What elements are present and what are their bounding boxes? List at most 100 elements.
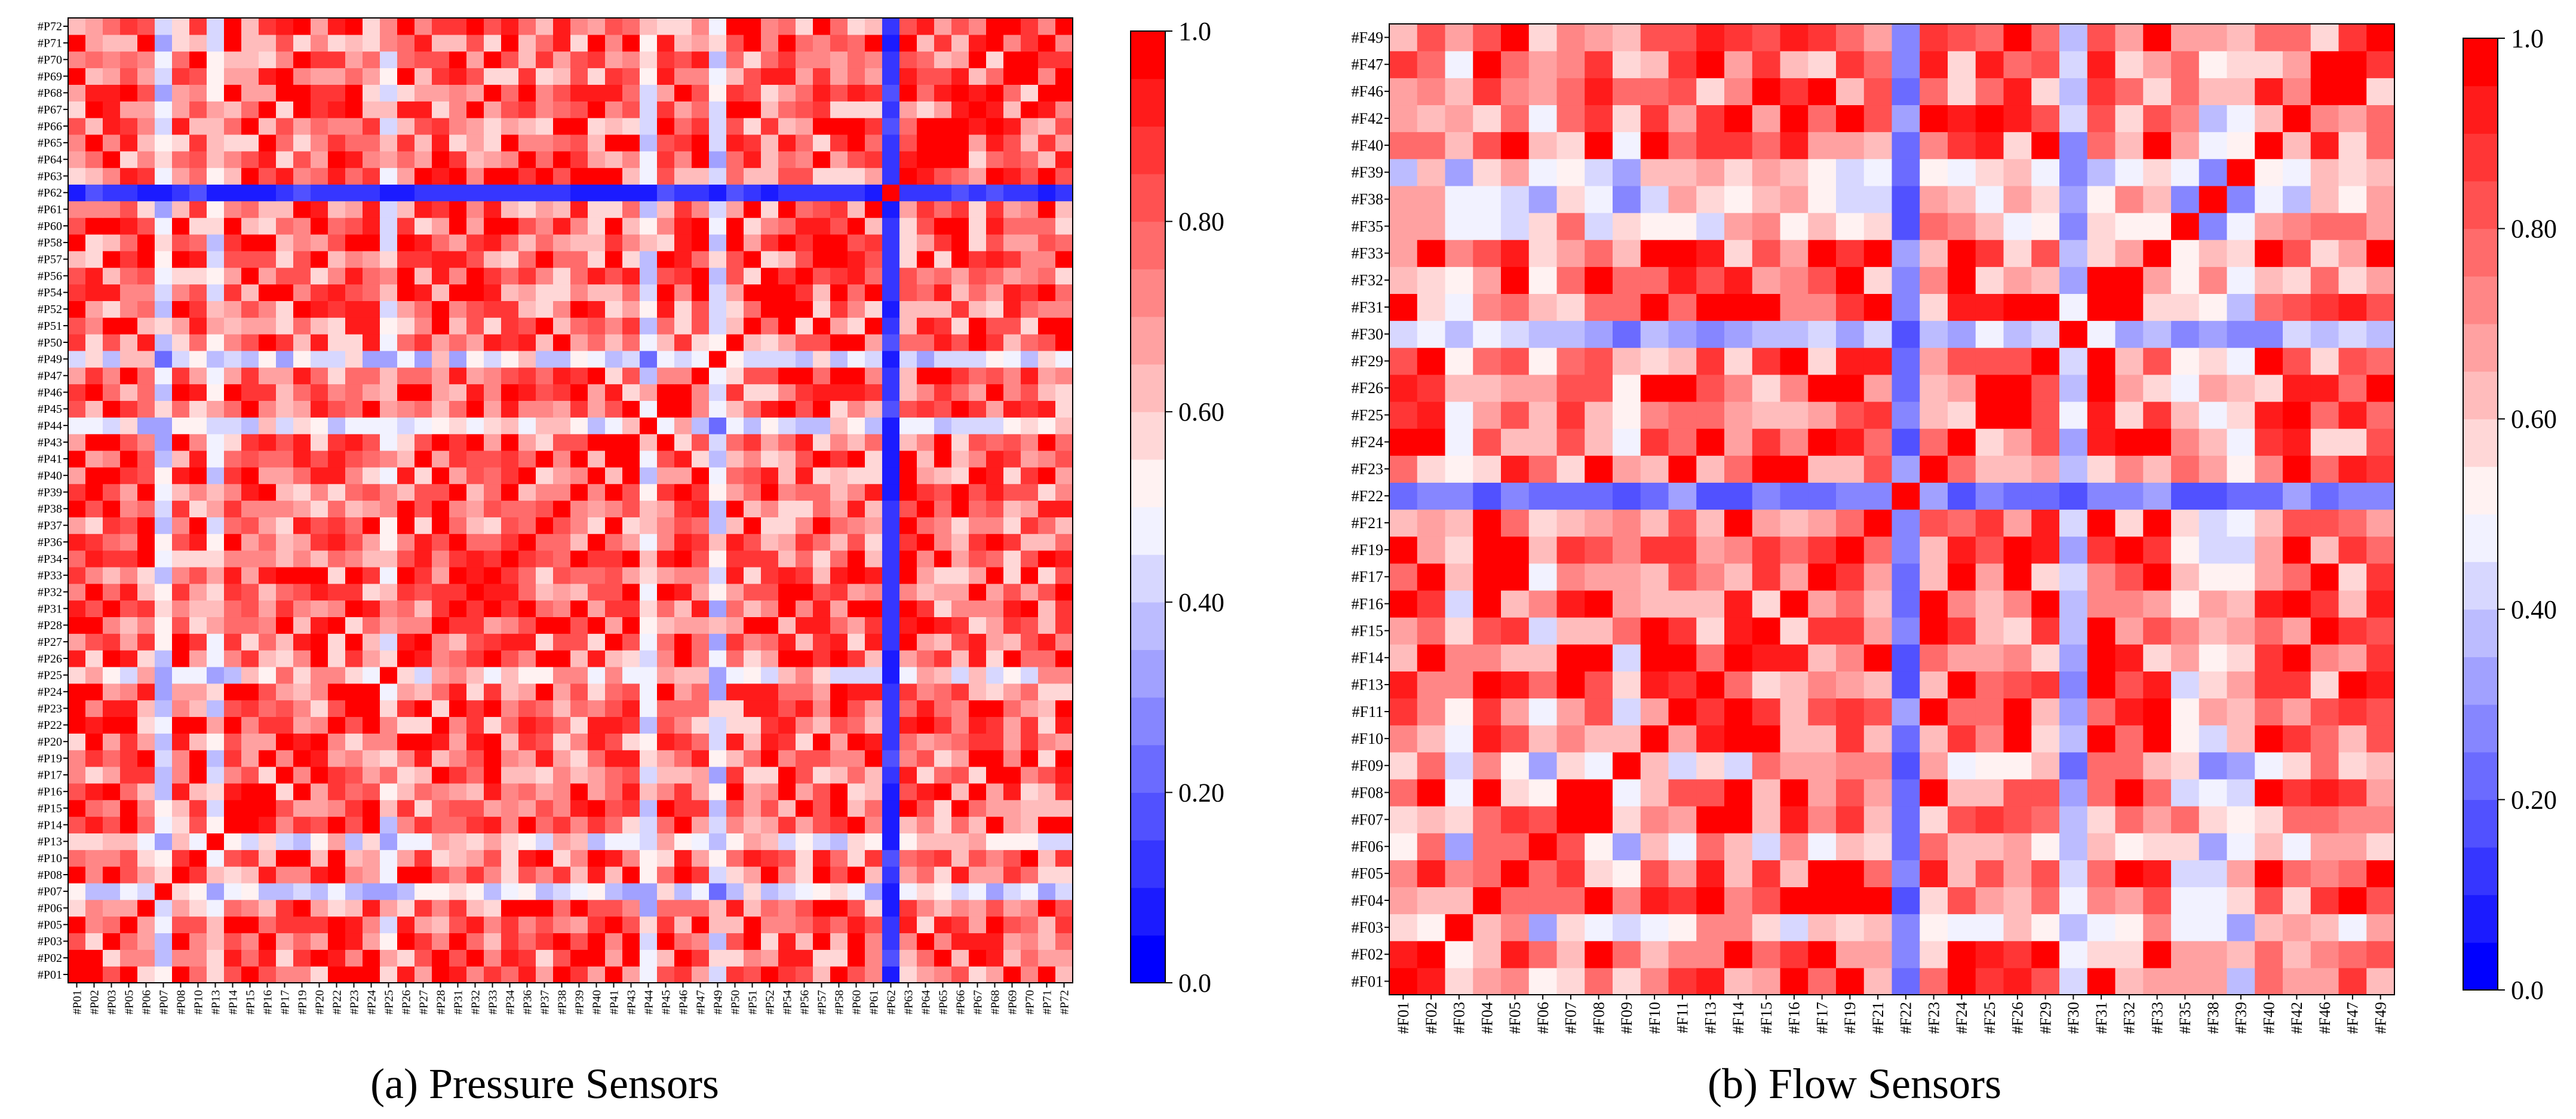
heatmap-cell — [1863, 78, 1893, 106]
heatmap-cell — [155, 367, 173, 385]
heatmap-cell — [415, 700, 432, 718]
heatmap-cell — [744, 633, 762, 651]
heatmap-cell — [484, 68, 502, 85]
heatmap-cell — [259, 434, 277, 451]
heatmap-cell — [830, 334, 848, 351]
heatmap-cell — [674, 500, 692, 517]
heatmap-cell — [501, 966, 519, 983]
heatmap-cell — [1038, 617, 1056, 634]
heatmap-cell — [397, 949, 415, 967]
heatmap-cell — [588, 317, 606, 335]
heatmap-cell — [553, 534, 571, 551]
heatmap-cell — [415, 816, 432, 833]
heatmap-cell — [1021, 550, 1039, 568]
heatmap-cell — [1417, 725, 1446, 753]
heatmap-cell — [1003, 733, 1021, 750]
heatmap-cell — [1003, 167, 1021, 185]
heatmap-cell — [1389, 131, 1418, 160]
heatmap-cell — [934, 434, 952, 451]
heatmap-cell — [189, 666, 207, 684]
heatmap-cell — [692, 617, 710, 634]
heatmap-cell — [68, 650, 86, 667]
heatmap-cell — [570, 534, 588, 551]
heatmap-cell — [778, 68, 796, 85]
heatmap-cell — [85, 34, 103, 52]
heatmap-cell — [657, 550, 675, 568]
heatmap-cell — [85, 267, 103, 285]
heatmap-cell — [2087, 833, 2116, 860]
heatmap-cell — [969, 583, 987, 601]
heatmap-cell — [207, 949, 225, 967]
heatmap-cell — [484, 783, 502, 801]
heatmap-cell — [207, 650, 225, 667]
heatmap-cell — [640, 84, 658, 102]
heatmap-cell — [796, 284, 813, 301]
heatmap-cell — [570, 650, 588, 667]
heatmap-cell — [2171, 105, 2200, 133]
heatmap-cell — [259, 650, 277, 667]
heatmap-cell — [605, 716, 623, 734]
heatmap-cell — [2255, 428, 2283, 456]
heatmap-cell — [726, 850, 744, 867]
heatmap-cell — [1668, 671, 1697, 699]
heatmap-cell — [726, 899, 744, 917]
heatmap-cell — [1668, 428, 1697, 456]
heatmap-cell — [692, 467, 710, 485]
heatmap-cell — [2115, 860, 2144, 888]
heatmap-cell — [276, 350, 294, 368]
heatmap-cell — [137, 683, 155, 701]
heatmap-cell — [674, 733, 692, 750]
heatmap-cell — [813, 550, 831, 568]
heatmap-cell — [986, 700, 1004, 718]
heatmap-cell — [328, 700, 346, 718]
heatmap-cell — [917, 434, 935, 451]
heatmap-cell — [726, 700, 744, 718]
heatmap-cell — [865, 51, 883, 69]
heatmap-cell — [848, 683, 865, 701]
heatmap-cell — [917, 617, 935, 634]
heatmap-cell — [1038, 400, 1056, 418]
heatmap-cell — [293, 467, 311, 485]
heatmap-cell — [137, 700, 155, 718]
heatmap-cell — [380, 284, 398, 301]
heatmap-cell — [2171, 347, 2200, 375]
heatmap-cell — [311, 816, 328, 833]
heatmap-cell — [726, 134, 744, 152]
heatmap-cell — [466, 899, 484, 917]
heatmap-cell — [553, 134, 571, 152]
heatmap-cell — [882, 250, 900, 268]
heatmap-cell — [1836, 401, 1865, 429]
heatmap-cell — [761, 949, 779, 967]
heatmap-cell — [415, 683, 432, 701]
heatmap-cell — [917, 151, 935, 168]
heatmap-cell — [692, 201, 710, 218]
heatmap-cell — [1975, 374, 2004, 402]
heatmap-cell — [345, 882, 363, 900]
heatmap-cell — [1556, 482, 1585, 510]
heatmap-cell — [951, 101, 969, 118]
heatmap-cell — [466, 733, 484, 750]
heatmap-cell — [674, 716, 692, 734]
heatmap-cell — [1752, 967, 1781, 995]
heatmap-cell — [432, 866, 450, 884]
heatmap-cell — [1021, 783, 1039, 801]
heatmap-cell — [2059, 778, 2088, 807]
heatmap-cell — [1724, 320, 1753, 348]
heatmap-cell — [917, 534, 935, 551]
heatmap-cell — [570, 350, 588, 368]
heatmap-cell — [103, 683, 121, 701]
heatmap-cell — [709, 68, 727, 85]
heatmap-cell — [1038, 899, 1056, 917]
heatmap-cell — [709, 234, 727, 252]
heatmap-cell — [241, 68, 259, 85]
heatmap-cell — [484, 500, 502, 517]
heatmap-cell — [293, 68, 311, 85]
heatmap-cell — [899, 483, 917, 501]
heatmap-cell — [570, 767, 588, 784]
heatmap-cell — [899, 284, 917, 301]
x-tick-label: #P54 — [781, 990, 794, 1014]
heatmap-cell — [1948, 644, 1976, 672]
heatmap-cell — [640, 916, 658, 934]
heatmap-cell — [103, 750, 121, 767]
heatmap-cell — [986, 949, 1004, 967]
